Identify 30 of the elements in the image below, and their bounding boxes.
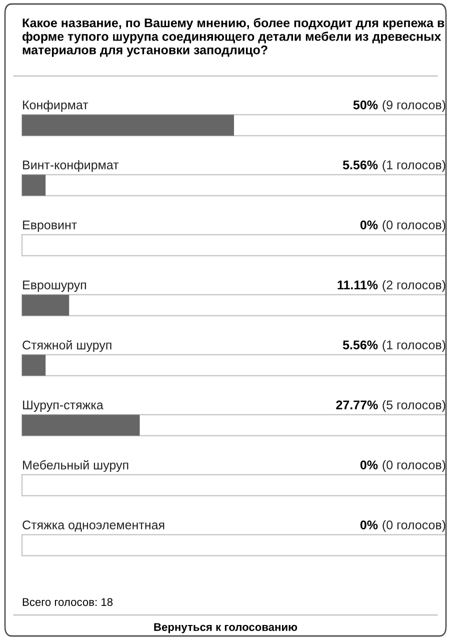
annotation: (2 голосов): [382, 280, 446, 292]
y-tick-label: Винт-конфирмат: [23, 160, 119, 172]
data-label: 5.56%: [342, 160, 378, 170]
bar: [22, 114, 234, 136]
data-label: 0%: [360, 220, 378, 230]
data-label: 11.11%: [338, 280, 378, 290]
annotation: (1 голосов): [382, 160, 446, 172]
data-label: 27.77%: [336, 400, 378, 410]
annotation: (1 голосов): [382, 340, 446, 352]
data-label: 50%: [353, 100, 378, 110]
y-tick-label: Еврошуруп: [23, 280, 86, 292]
y-tick-label: Стяжной шуруп: [22, 340, 112, 352]
y-tick-label: Евровинт: [23, 220, 77, 232]
y-tick-label: Мебельный шуруп: [23, 460, 128, 472]
data-label: 5.56%: [342, 340, 378, 350]
text: Всего голосов: 18: [22, 598, 113, 606]
bar: [22, 294, 70, 316]
annotation: (0 голосов): [382, 520, 446, 532]
annotation: (5 голосов): [382, 400, 446, 412]
data-label: 0%: [360, 520, 378, 530]
y-tick-label: Шуруп-стяжка: [23, 400, 104, 412]
chart-title: Какое название, по Вашему мнению, более подходит для крепежа в форме тупого шурупа соединяющего детали мебели из древесных материалов для установки заподлицо?: [22, 18, 444, 57]
y-tick-label: Конфирмат: [23, 100, 88, 112]
bar: [22, 414, 140, 436]
data-label: 0%: [360, 460, 378, 470]
annotation: (9 голосов): [382, 100, 446, 112]
annotation: (0 голосов): [382, 460, 446, 472]
y-tick-label: Стяжка одноэлементная: [22, 520, 164, 532]
annotation: (0 голосов): [382, 220, 446, 232]
text: Вернуться к голосованию: [154, 623, 298, 634]
